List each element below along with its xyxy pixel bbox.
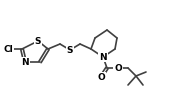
Text: S: S	[67, 45, 73, 55]
Text: O: O	[114, 64, 122, 72]
Text: N: N	[21, 57, 29, 67]
Text: N: N	[99, 53, 107, 61]
Text: S: S	[35, 37, 41, 45]
Text: Cl: Cl	[3, 44, 13, 54]
Text: O: O	[97, 72, 105, 82]
